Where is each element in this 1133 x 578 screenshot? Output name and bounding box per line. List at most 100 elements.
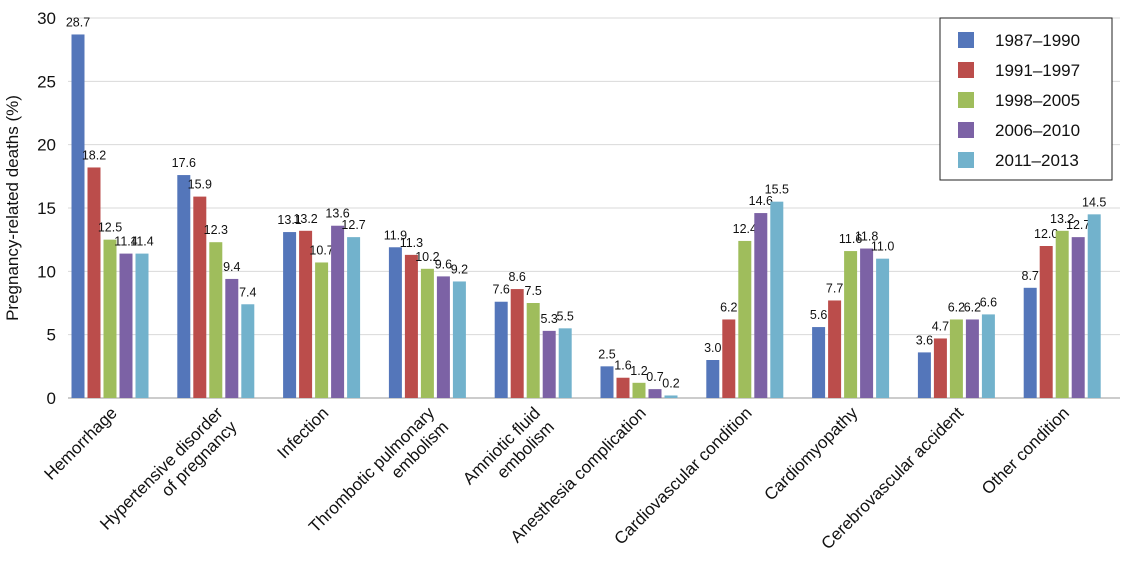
value-label: 14.5	[1082, 195, 1106, 209]
bar	[933, 338, 947, 398]
legend-label: 2011–2013	[995, 151, 1079, 170]
x-tick-label: Hemorrhage	[41, 403, 121, 483]
value-label: 6.6	[980, 295, 997, 309]
value-label: 3.0	[704, 341, 721, 355]
bar	[177, 175, 191, 398]
legend-label: 2006–2010	[995, 121, 1080, 140]
bar	[1055, 230, 1069, 398]
bar	[1087, 214, 1101, 398]
bar	[738, 240, 752, 398]
value-label: 13.6	[325, 207, 349, 221]
value-label: 12.0	[1034, 227, 1058, 241]
value-label: 18.2	[82, 148, 106, 162]
bar	[135, 253, 149, 398]
bar	[542, 330, 556, 398]
bar	[209, 242, 223, 398]
value-label: 14.6	[749, 194, 773, 208]
bar	[241, 304, 255, 398]
value-label: 11.4	[114, 235, 137, 249]
bar	[299, 230, 313, 398]
value-label: 7.7	[826, 281, 843, 295]
bar	[103, 239, 117, 398]
bar	[404, 254, 418, 398]
value-label: 2.5	[598, 347, 615, 361]
bar	[283, 232, 297, 398]
bar	[1023, 287, 1037, 398]
bar	[510, 289, 524, 398]
value-label: 6.2	[948, 300, 965, 314]
value-label: 12.3	[204, 223, 228, 237]
value-label: 12.7	[1066, 218, 1090, 232]
value-label: 9.6	[435, 257, 452, 271]
bar	[812, 327, 826, 398]
bar	[770, 201, 784, 398]
value-label: 1.2	[630, 364, 647, 378]
value-label: 11.8	[855, 230, 878, 244]
bar	[949, 319, 963, 398]
bar	[754, 213, 768, 398]
legend-swatch	[958, 92, 974, 108]
legend-swatch	[958, 152, 974, 168]
value-label: 1.6	[614, 359, 631, 373]
value-label: 7.5	[525, 284, 542, 298]
y-axis-label: Pregnancy-related deaths (%)	[3, 95, 22, 321]
bar	[494, 301, 508, 398]
value-label: 13.1	[277, 213, 301, 227]
y-tick-label: 15	[37, 199, 56, 218]
value-label: 0.2	[662, 376, 679, 390]
x-tick-label: Infection	[274, 403, 333, 462]
value-label: 12.7	[341, 218, 365, 232]
bar	[225, 278, 239, 398]
value-label: 11.6	[839, 232, 862, 246]
bar	[388, 247, 402, 398]
bar	[616, 377, 630, 398]
bar	[664, 395, 678, 398]
bar	[706, 360, 720, 398]
value-label: 15.9	[188, 178, 212, 192]
x-tick-label: Hypertensive disorder	[96, 403, 227, 534]
bar	[876, 258, 890, 398]
bar	[87, 167, 101, 398]
bar	[558, 328, 572, 398]
y-tick-label: 20	[37, 136, 56, 155]
bar	[347, 237, 361, 398]
value-label: 10.7	[309, 243, 333, 257]
bar	[436, 276, 450, 398]
value-label: 7.4	[239, 285, 256, 299]
bar	[632, 382, 646, 398]
bar	[420, 268, 434, 398]
value-label: 28.7	[66, 15, 90, 29]
bar	[828, 300, 842, 398]
bar	[722, 319, 736, 398]
value-label: 11.3	[400, 236, 423, 250]
legend-label: 1991–1997	[995, 61, 1080, 80]
y-tick-label: 0	[47, 389, 56, 408]
value-label: 11.4	[130, 235, 153, 249]
value-label: 11.0	[871, 240, 894, 254]
value-label: 3.6	[916, 333, 933, 347]
bar	[965, 319, 979, 398]
bar	[917, 352, 931, 398]
value-label: 8.6	[509, 270, 526, 284]
legend-label: 1987–1990	[995, 31, 1080, 50]
bar	[331, 225, 345, 398]
value-label: 10.2	[415, 250, 439, 264]
value-label: 13.2	[293, 212, 317, 226]
value-label: 5.6	[810, 308, 827, 322]
value-label: 17.6	[172, 156, 196, 170]
value-label: 13.2	[1050, 212, 1074, 226]
value-label: 5.3	[541, 312, 558, 326]
bar	[860, 248, 874, 398]
bar	[844, 251, 858, 398]
value-label: 8.7	[1022, 269, 1039, 283]
value-label: 9.2	[451, 262, 468, 276]
value-label: 6.2	[964, 300, 981, 314]
legend-swatch	[958, 32, 974, 48]
value-label: 0.7	[646, 370, 663, 384]
value-label: 7.6	[493, 283, 510, 297]
bar	[648, 389, 662, 398]
bar	[452, 281, 466, 398]
value-label: 12.5	[98, 221, 122, 235]
